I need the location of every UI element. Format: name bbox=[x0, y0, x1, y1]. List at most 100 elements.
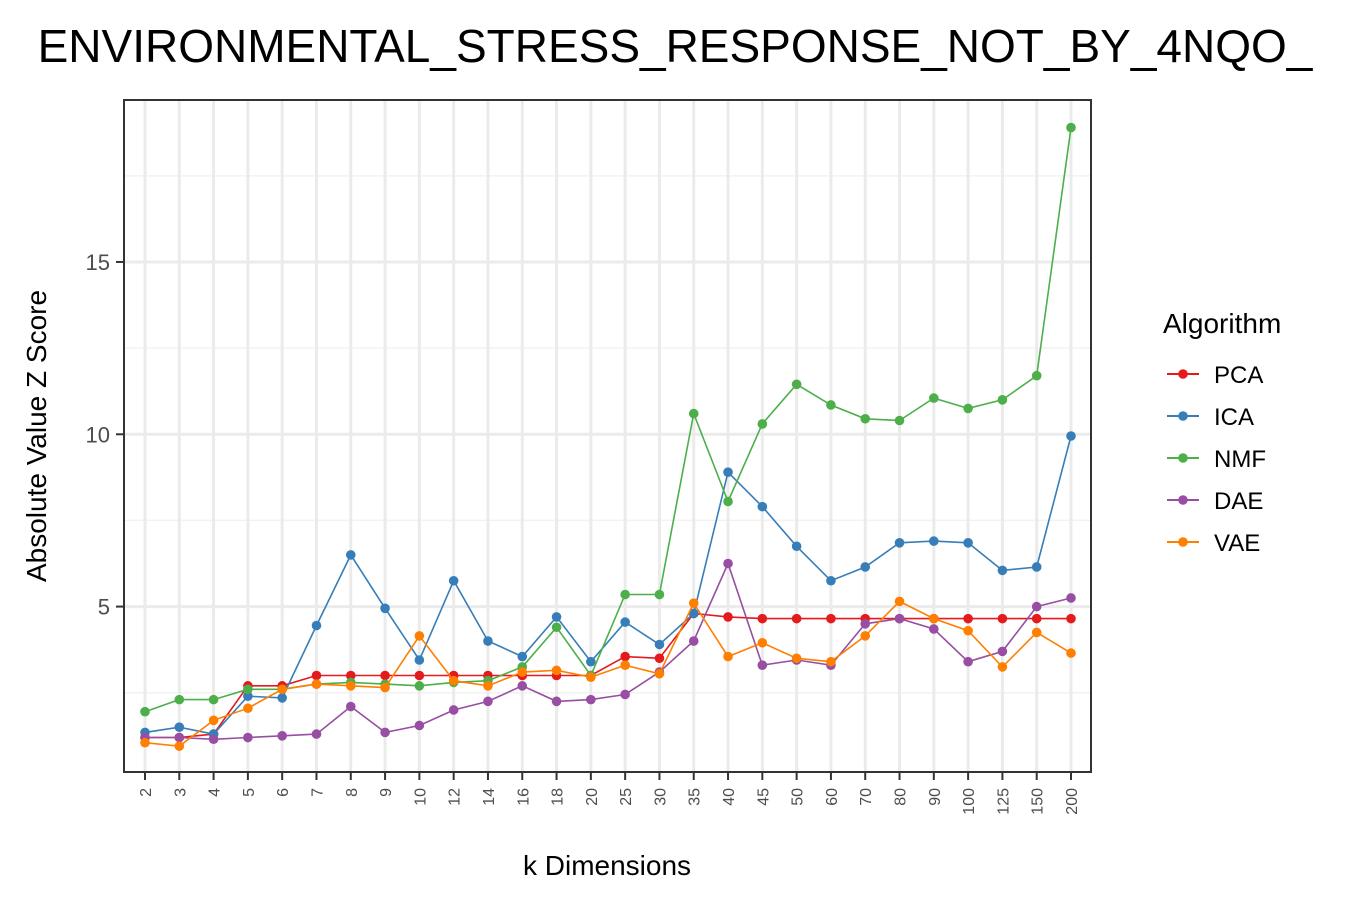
x-axis-title: k Dimensions bbox=[523, 850, 691, 881]
data-point-dae bbox=[723, 558, 733, 569]
x-tick-label: 45 bbox=[755, 788, 772, 806]
x-tick-label: 4 bbox=[207, 788, 224, 797]
data-point-vae bbox=[963, 625, 973, 636]
legend-key-point bbox=[1178, 411, 1188, 421]
data-point-ica bbox=[723, 467, 733, 477]
data-point-dae bbox=[620, 689, 630, 700]
data-point-ica bbox=[414, 655, 425, 665]
data-point-pca bbox=[963, 613, 973, 624]
data-point-vae bbox=[448, 675, 459, 686]
data-point-dae bbox=[208, 734, 219, 745]
legend: Algorithm PCA ICA NMF DAE VAE bbox=[1163, 308, 1281, 557]
data-point-vae bbox=[140, 737, 150, 748]
x-tick-label: 16 bbox=[515, 788, 532, 806]
data-point-vae bbox=[243, 703, 253, 714]
data-point-pca bbox=[723, 612, 733, 622]
legend-label: ICA bbox=[1214, 404, 1254, 431]
data-point-ica bbox=[620, 617, 630, 627]
data-point-vae bbox=[414, 631, 425, 641]
data-point-dae bbox=[1066, 593, 1076, 603]
x-tick-label: 10 bbox=[412, 788, 429, 806]
data-point-nmf bbox=[1066, 122, 1076, 133]
data-point-ica bbox=[688, 608, 699, 619]
data-point-nmf bbox=[723, 496, 733, 507]
data-point-vae bbox=[723, 651, 733, 662]
data-point-vae bbox=[1031, 627, 1042, 638]
x-tick-label: 5 bbox=[241, 788, 258, 797]
legend-key-point bbox=[1178, 495, 1188, 505]
data-point-ica bbox=[380, 603, 390, 614]
data-point-ica bbox=[311, 620, 322, 631]
data-point-nmf bbox=[963, 403, 973, 414]
x-tick-label: 35 bbox=[687, 788, 704, 806]
data-point-ica bbox=[586, 656, 596, 667]
series-line-nmf bbox=[144, 127, 1072, 713]
x-tick-label: 90 bbox=[927, 788, 944, 806]
data-point-pca bbox=[620, 651, 630, 662]
data-point-ica bbox=[551, 612, 562, 622]
data-point-pca bbox=[414, 670, 425, 681]
data-point-vae bbox=[757, 637, 768, 648]
data-point-ica bbox=[654, 639, 665, 650]
data-point-pca bbox=[345, 670, 356, 681]
data-point-vae bbox=[380, 682, 390, 693]
x-tick-label: 60 bbox=[824, 788, 841, 806]
x-tick-label: 2 bbox=[138, 788, 155, 797]
data-point-nmf bbox=[174, 694, 185, 705]
x-tick-label: 6 bbox=[275, 788, 292, 797]
data-point-dae bbox=[243, 732, 253, 743]
x-tick-label: 100 bbox=[961, 788, 978, 815]
series-line-vae bbox=[144, 600, 1072, 748]
x-tick-label: 80 bbox=[893, 788, 910, 806]
data-point-nmf bbox=[1031, 370, 1042, 381]
plot-panel-border bbox=[123, 99, 1092, 773]
data-point-dae bbox=[894, 613, 905, 624]
data-point-dae bbox=[757, 660, 768, 670]
data-point-nmf bbox=[929, 393, 939, 403]
data-point-dae bbox=[963, 656, 973, 667]
x-tick-label: 50 bbox=[790, 788, 807, 806]
series-line-dae bbox=[145, 561, 1072, 741]
data-point-nmf bbox=[208, 694, 219, 705]
data-point-pca bbox=[380, 670, 390, 681]
legend-item-pca: PCA bbox=[1167, 362, 1263, 389]
legend-item-ica: ICA bbox=[1167, 404, 1254, 431]
data-point-ica bbox=[791, 541, 802, 552]
legend-label: PCA bbox=[1214, 362, 1263, 389]
data-point-ica bbox=[1066, 431, 1076, 441]
series-layer bbox=[140, 122, 1076, 751]
data-point-vae bbox=[551, 665, 562, 676]
data-point-vae bbox=[997, 662, 1008, 672]
data-point-nmf bbox=[243, 684, 253, 695]
x-tick-label: 25 bbox=[618, 788, 635, 806]
data-point-vae bbox=[791, 653, 802, 664]
y-tick-label: 5 bbox=[98, 595, 110, 620]
data-point-vae bbox=[688, 598, 699, 608]
legend-title: Algorithm bbox=[1163, 308, 1281, 339]
data-point-pca bbox=[1066, 613, 1076, 624]
x-tick-label: 150 bbox=[1030, 788, 1047, 815]
data-point-ica bbox=[517, 651, 528, 662]
data-point-ica bbox=[483, 636, 493, 646]
data-point-dae bbox=[551, 696, 562, 707]
x-tick-label: 18 bbox=[550, 788, 567, 806]
data-point-dae bbox=[517, 681, 528, 691]
data-point-pca bbox=[791, 613, 802, 624]
data-point-ica bbox=[448, 575, 459, 586]
data-point-ica bbox=[757, 501, 768, 512]
legend-item-vae: VAE bbox=[1167, 530, 1260, 557]
x-tick-label: 9 bbox=[378, 788, 395, 797]
x-tick-label: 125 bbox=[995, 788, 1012, 815]
data-point-dae bbox=[345, 701, 356, 712]
data-point-vae bbox=[483, 681, 493, 691]
legend-label: NMF bbox=[1214, 446, 1266, 473]
data-point-ica bbox=[174, 722, 185, 732]
data-point-ica bbox=[860, 562, 871, 572]
data-point-nmf bbox=[826, 400, 836, 410]
x-tick-label: 12 bbox=[447, 788, 464, 806]
x-tick-label: 8 bbox=[344, 788, 361, 797]
x-tick-label: 7 bbox=[309, 788, 326, 797]
data-point-vae bbox=[517, 667, 528, 677]
data-point-pca bbox=[997, 613, 1008, 624]
data-point-dae bbox=[688, 636, 699, 646]
